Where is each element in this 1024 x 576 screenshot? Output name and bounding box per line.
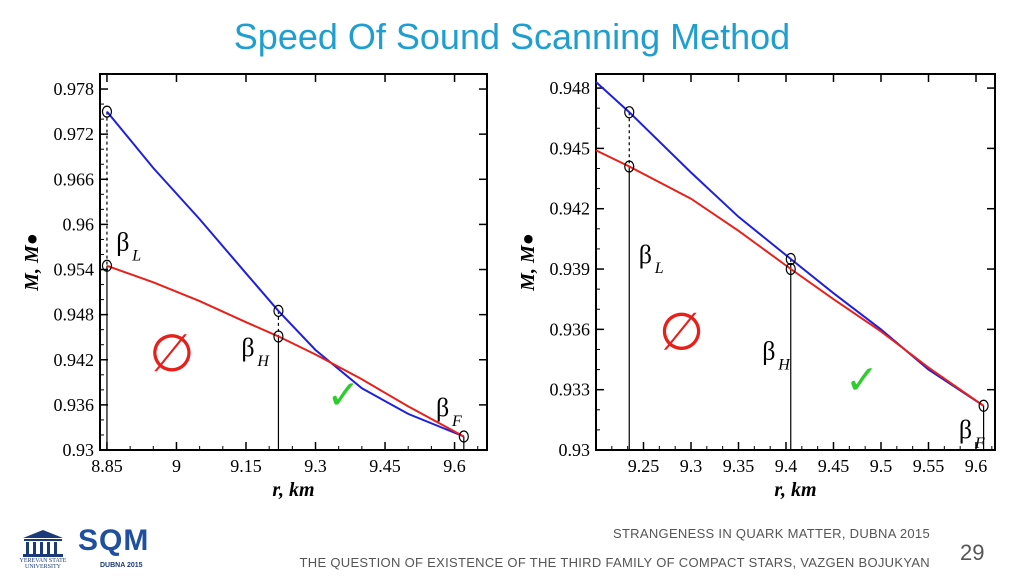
point-marker: [785, 262, 796, 276]
y-tick-label: 0.972: [54, 124, 95, 144]
y-tick-label: 0.96: [63, 214, 95, 234]
point-marker: [458, 430, 469, 443]
y-tick-label: 0.966: [54, 169, 95, 189]
beta-subscript: F: [451, 413, 462, 430]
beta-h-label: β: [241, 333, 254, 362]
university-logo-label: YEREVAN STATE UNIVERSITY: [19, 558, 67, 570]
x-tick-label: 9.6: [965, 456, 988, 476]
footer-conference: STRANGENESS IN QUARK MATTER, DUBNA 2015: [612, 526, 930, 541]
beta-f-label: β: [959, 415, 972, 444]
y-axis-label: M, M●: [21, 233, 43, 292]
y-tick-label: 0.93: [559, 440, 591, 460]
x-tick-label: 9.45: [369, 456, 401, 476]
y-axis-label: M, M●: [517, 233, 539, 292]
slide-title: Speed Of Sound Scanning Method: [233, 16, 791, 57]
beta-subscript: H: [777, 357, 791, 374]
beta-subscript: H: [256, 353, 270, 370]
beta-l-label: β: [116, 228, 129, 257]
y-tick-label: 0.942: [550, 199, 591, 219]
point-marker: [978, 399, 989, 412]
beta-subscript: F: [974, 435, 985, 452]
footer-talk-title: THE QUESTION OF EXISTENCE OF THE THIRD F…: [299, 555, 930, 570]
x-tick-label: 9.45: [818, 456, 850, 476]
y-tick-label: 0.948: [550, 78, 591, 98]
check-mark-symbol: ✓: [327, 373, 361, 419]
university-building-icon: [23, 530, 63, 557]
plot-frame: [99, 73, 488, 451]
y-tick-label: 0.936: [550, 319, 591, 339]
x-tick-label: 9.6: [443, 456, 466, 476]
beta-subscript: L: [654, 260, 664, 277]
page-number: 29: [960, 540, 985, 565]
yerevan-university-logo: YEREVAN STATE UNIVERSITY: [18, 528, 68, 570]
y-tick-label: 0.939: [550, 259, 591, 279]
check-mark-symbol: ✓: [845, 358, 879, 404]
x-tick-label: 9.3: [680, 456, 703, 476]
y-tick-label: 0.93: [63, 440, 95, 460]
y-tick-label: 0.942: [54, 350, 95, 370]
sqm-logo: SQM DUBNA 2015: [78, 524, 158, 572]
x-tick-label: 9.3: [304, 456, 327, 476]
y-tick-label: 0.933: [550, 380, 591, 400]
x-tick-label: 9.25: [628, 456, 660, 476]
x-tick-label: 9.4: [775, 456, 798, 476]
x-tick-label: 9.15: [230, 456, 262, 476]
y-tick-label: 0.945: [550, 138, 591, 158]
sqm-logo-word: SQM: [78, 524, 150, 557]
empty-set-symbol: ∅: [149, 324, 194, 384]
x-tick-label: 9.55: [913, 456, 945, 476]
series-blue-line: [106, 110, 465, 438]
x-tick-label: 9.5: [870, 456, 893, 476]
y-tick-label: 0.936: [54, 395, 95, 415]
plot-frame: [595, 73, 996, 451]
beta-f-label: β: [436, 393, 449, 422]
series-red-line: [595, 149, 985, 407]
point-marker: [273, 304, 284, 317]
point-marker: [101, 259, 113, 272]
point-marker: [624, 160, 635, 173]
point-marker: [273, 330, 284, 343]
x-tick-label: 9: [172, 456, 181, 476]
series-red-line: [106, 264, 465, 438]
x-tick-label: 8.85: [91, 456, 123, 476]
y-tick-label: 0.954: [54, 260, 95, 280]
x-tick-label: 9.35: [723, 456, 755, 476]
beta-h-label: β: [762, 337, 775, 366]
x-axis-label: r, km: [272, 479, 314, 501]
y-tick-label: 0.978: [54, 79, 95, 99]
x-axis-label: r, km: [774, 479, 816, 501]
beta-l-label: β: [639, 240, 652, 269]
sqm-logo-sub: DUBNA 2015: [100, 562, 143, 569]
y-tick-label: 0.948: [54, 305, 95, 325]
point-marker: [624, 106, 635, 119]
point-marker: [101, 105, 113, 118]
empty-set-symbol: ∅: [659, 302, 704, 362]
point-marker: [785, 252, 796, 266]
beta-subscript: L: [131, 248, 141, 265]
